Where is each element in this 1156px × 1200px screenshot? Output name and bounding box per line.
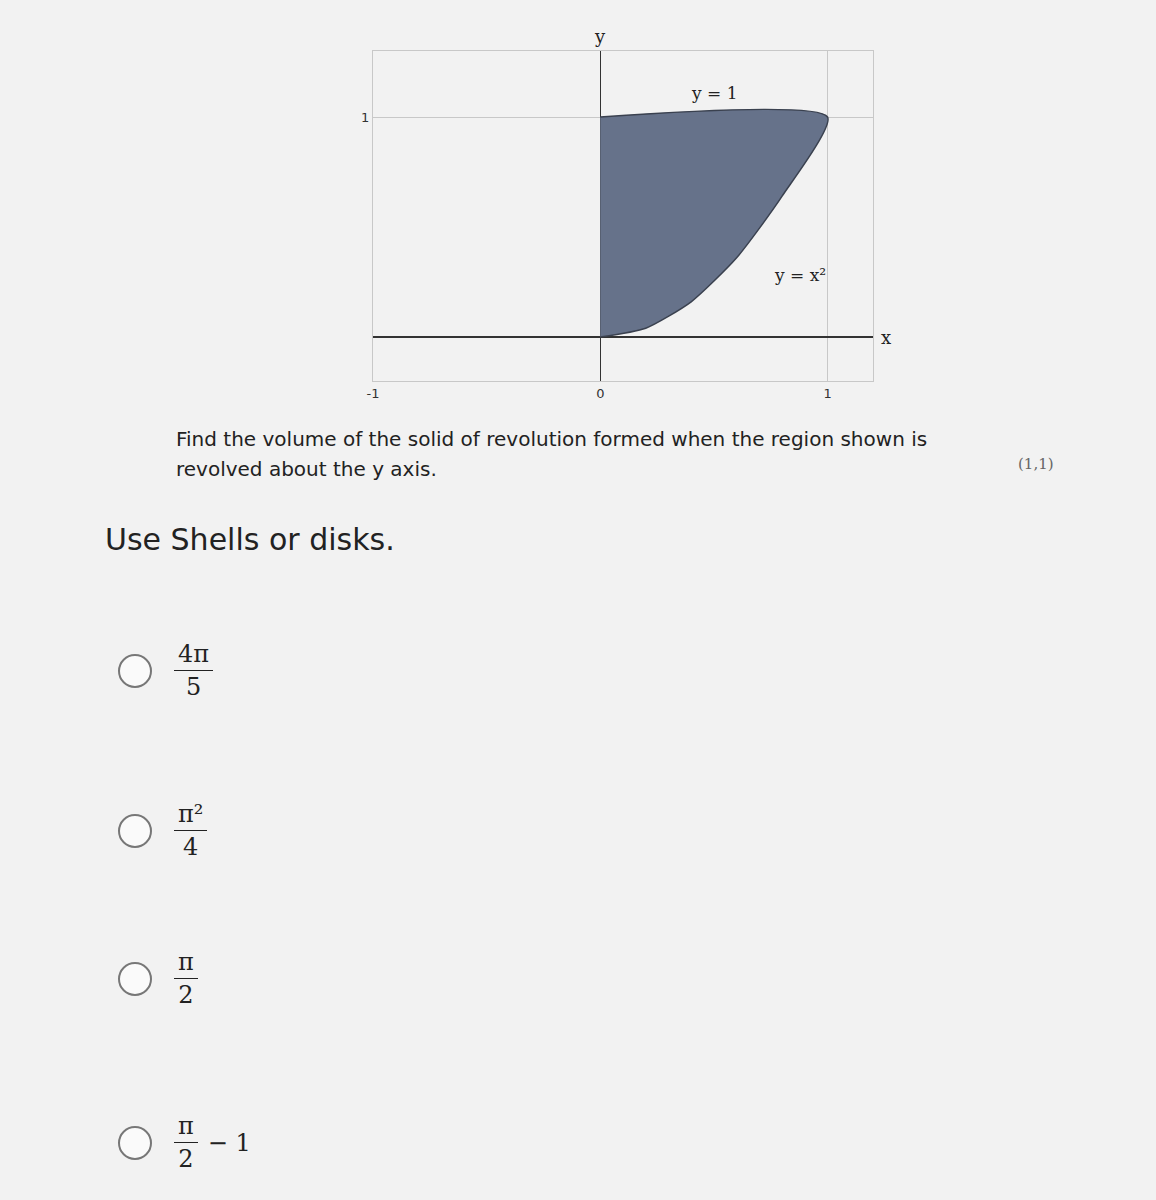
html-text:π: π — [178, 1112, 194, 1140]
html-text:4π: 4π — [178, 640, 209, 668]
svg-text:x: x — [881, 327, 891, 348]
html-text:Find the volume of the solid o: Find the volume of the solid of revoluti… — [176, 427, 928, 481]
svg-text:1: 1 — [361, 110, 369, 125]
svg-text:-1: -1 — [367, 386, 380, 401]
html-text:2: 2 — [178, 981, 194, 1009]
html-text:Use Shells or disks.: Use Shells or disks. — [105, 522, 395, 557]
html-text:4: 4 — [183, 833, 199, 861]
html-text:2: 2 — [178, 1145, 194, 1173]
svg-text:y = x²: y = x² — [774, 265, 826, 285]
svg-text:y = 1: y = 1 — [691, 83, 737, 103]
svg-text:y: y — [594, 26, 606, 47]
svg-text:0: 0 — [596, 386, 604, 401]
html-text:π: π — [178, 948, 194, 976]
html-text:π²: π² — [178, 800, 204, 828]
html-text:(1,1): (1,1) — [1018, 455, 1054, 473]
html-text:− 1: − 1 — [207, 1128, 251, 1157]
svg-text:1: 1 — [823, 386, 831, 401]
html-text:5: 5 — [185, 673, 202, 701]
